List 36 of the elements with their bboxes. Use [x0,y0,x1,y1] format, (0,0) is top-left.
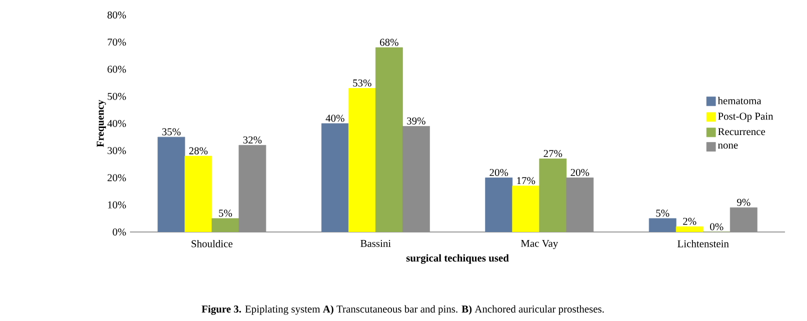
data-label: 39% [407,117,426,125]
data-label: 35% [162,128,181,136]
y-tick-label: 60% [108,66,126,73]
y-tick-label: 40% [107,120,126,128]
data-label: 40% [326,114,344,122]
data-label: 5% [219,210,232,217]
x-tick-label: Mac Vay [520,240,558,250]
y-tick-label: 10% [108,201,126,208]
y-tick-label: 80% [108,11,126,19]
data-label: 28% [189,147,208,154]
data-label: 0% [710,223,724,230]
x-tick-label: Bassini [360,240,391,247]
data-label: 5% [656,210,670,217]
legend-label: Post-Op Pain [718,112,774,122]
x-tick-label: Shouldice [192,240,232,248]
data-label: 27% [544,150,562,158]
legend-label: Recurrence [718,128,766,136]
y-tick-label: 30% [108,147,126,154]
text: Figure 3. Epiplating system A) Transcutaneous bar and pins. B) Anchored auricular prostheses. [202,305,604,315]
legend-label: none [718,144,738,149]
data-label: 53% [353,79,372,87]
x-axis-title: surgical techiques used [406,254,509,264]
data-label: 20% [490,168,508,176]
data-label: 9% [737,198,750,206]
data-label: 68% [380,38,398,46]
y-tick-label: 50% [108,92,126,100]
data-label: 20% [570,168,590,176]
data-label: 17% [517,177,536,184]
y-tick-label: 70% [108,38,126,46]
legend-label: hematoma [718,96,762,104]
x-tick-label: Lichtenstein [678,240,729,248]
y-tick-label: 0% [112,228,126,236]
y-tick-label: 20% [108,174,126,182]
data-label: 2% [683,218,696,225]
y-axis-title: Frequency [96,100,106,148]
data-label: 32% [243,136,262,144]
